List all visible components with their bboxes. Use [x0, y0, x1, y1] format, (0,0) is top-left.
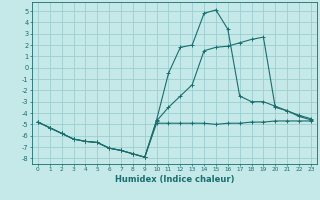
X-axis label: Humidex (Indice chaleur): Humidex (Indice chaleur): [115, 175, 234, 184]
